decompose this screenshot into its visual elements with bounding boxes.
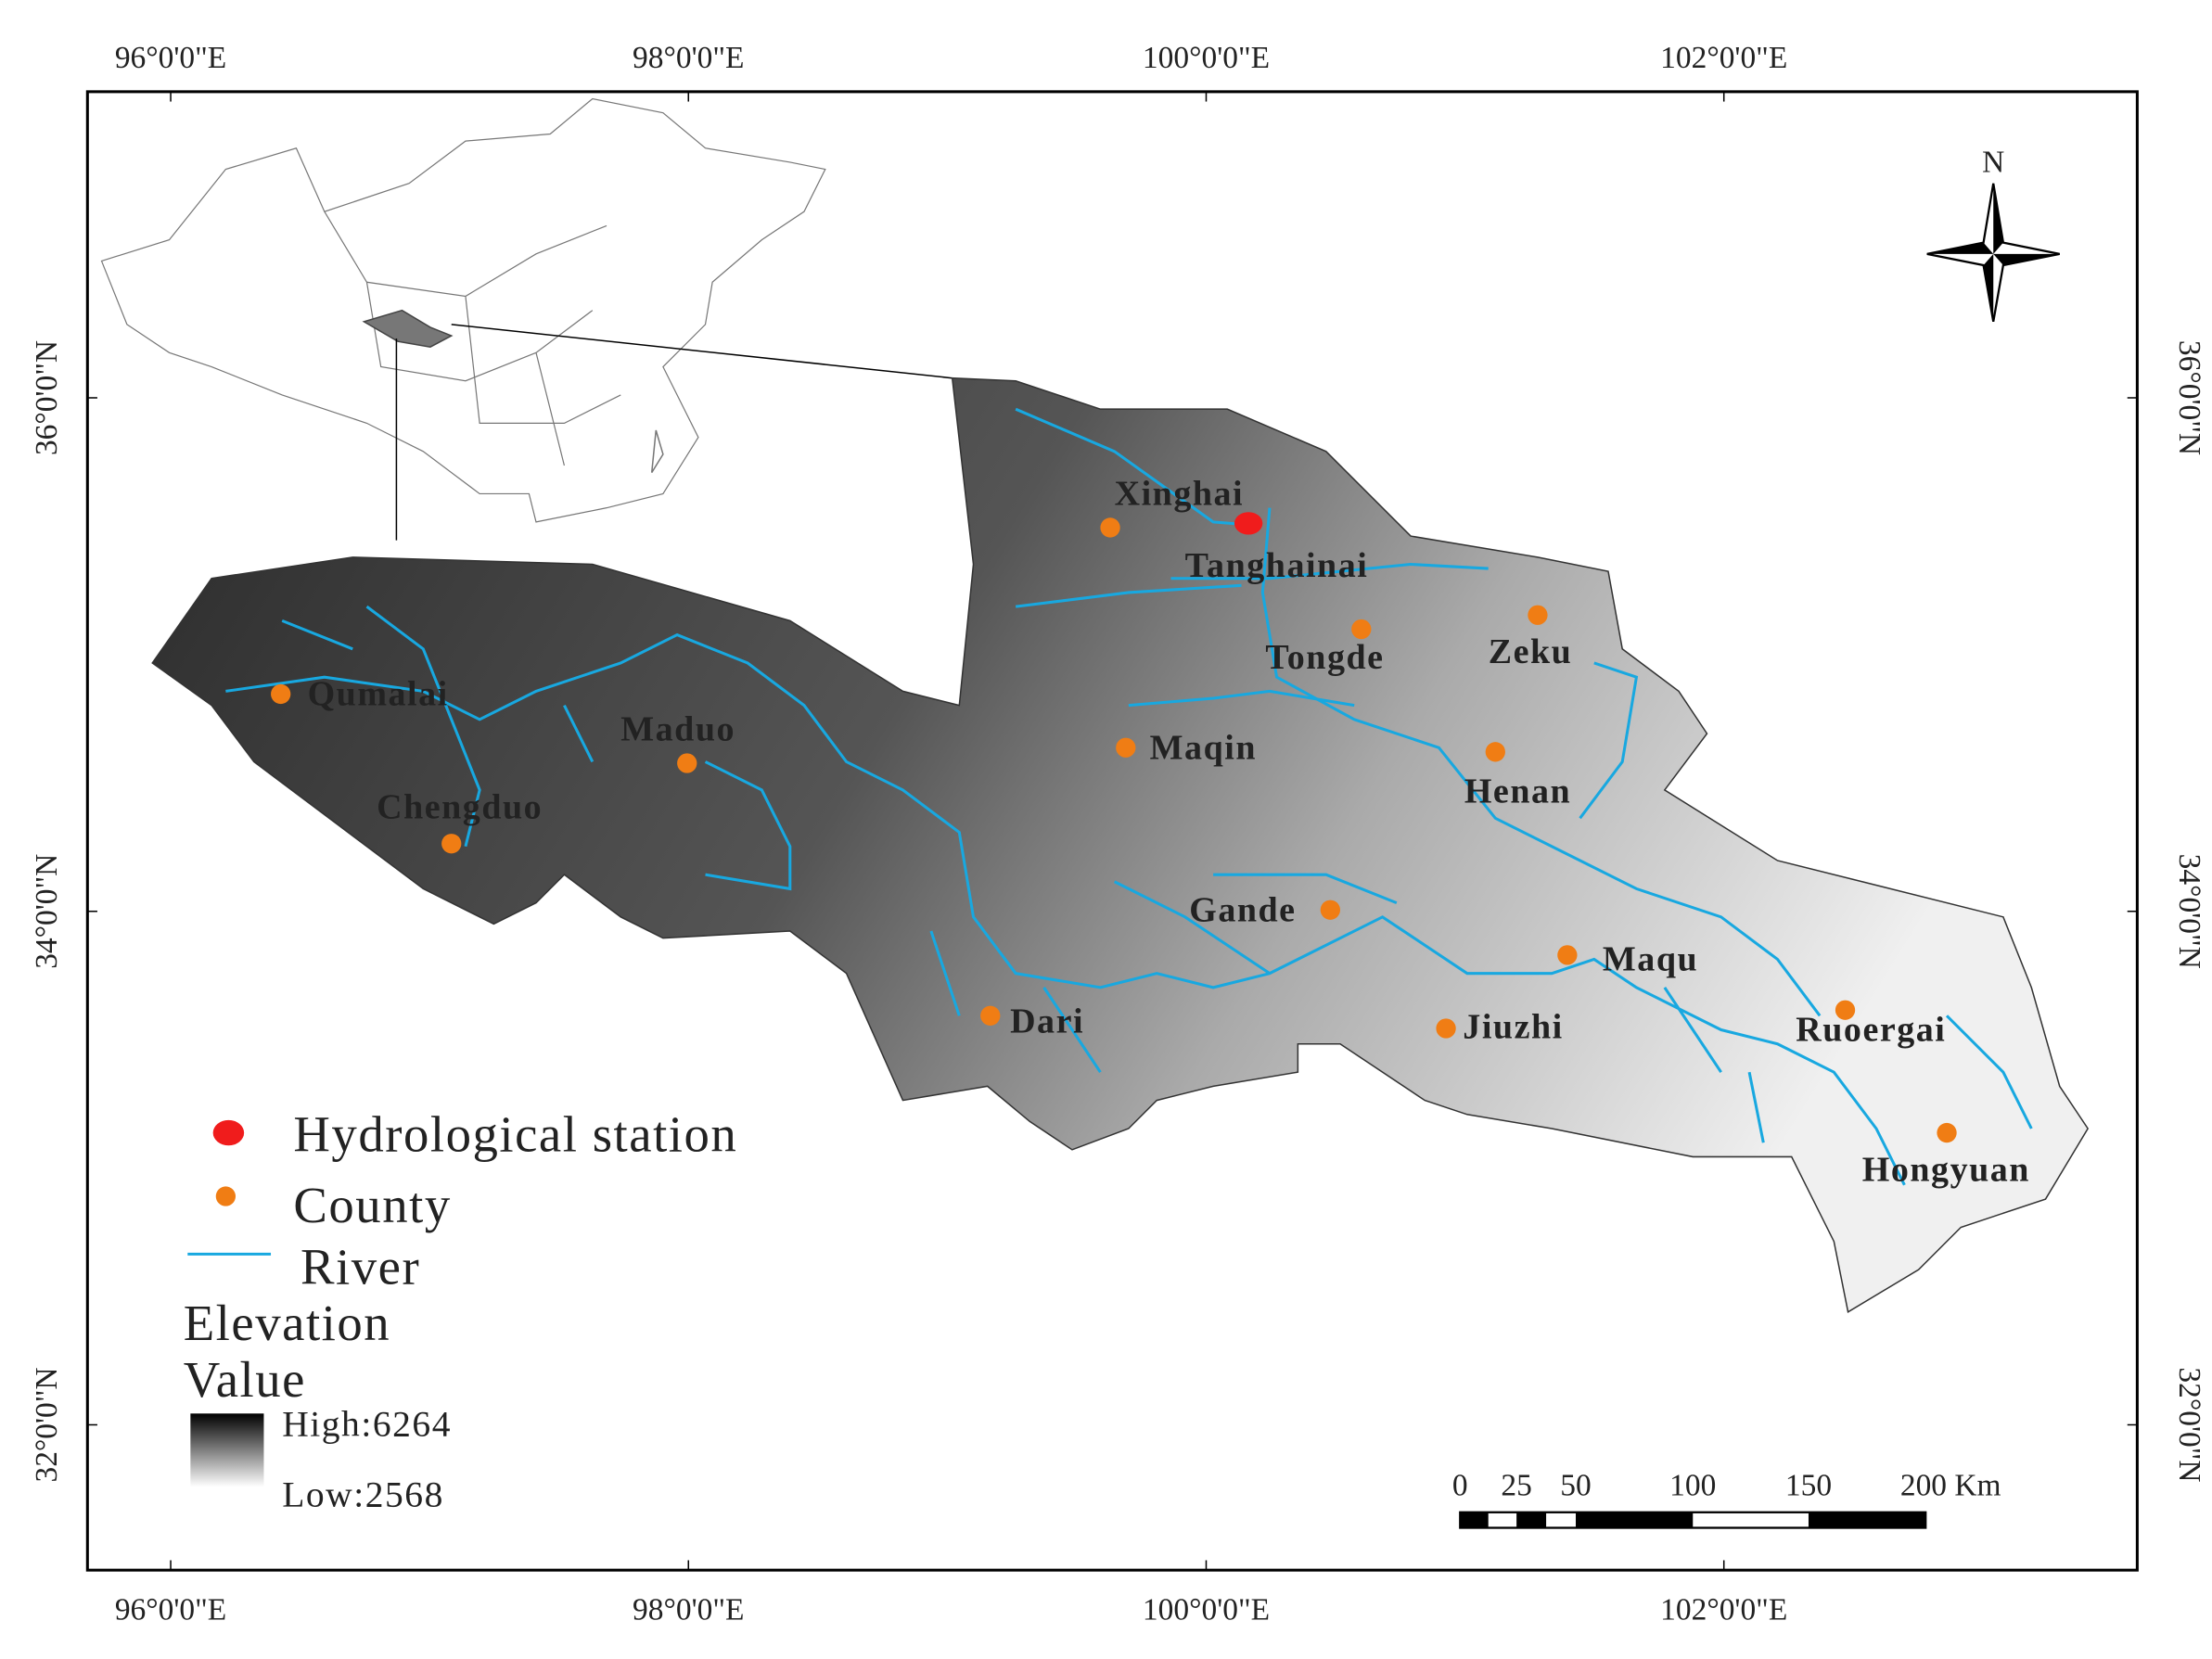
- county-label: Tongde: [1265, 638, 1384, 677]
- lat-tick-label: 34°0'0"N: [2172, 854, 2206, 969]
- county-point: [1436, 1018, 1456, 1039]
- county-label: Gande: [1189, 890, 1296, 929]
- legend-station-symbol: [212, 1119, 245, 1146]
- county-label: Zeku: [1489, 632, 1573, 671]
- lon-tick-label: 102°0'0"E: [1660, 1592, 1787, 1627]
- lon-tick-label: 98°0'0"E: [633, 1592, 744, 1627]
- north-label: N: [1982, 146, 2004, 180]
- lat-tick-label: 36°0'0"N: [30, 340, 64, 455]
- elevation-ramp: [190, 1413, 264, 1487]
- lon-tick-label: 100°0'0"E: [1143, 1592, 1270, 1627]
- lon-tick-label: 98°0'0"E: [633, 41, 744, 75]
- county-point: [1485, 742, 1505, 762]
- county-label: Chengduo: [377, 787, 543, 826]
- legend-elevation-title: Elevation: [184, 1295, 390, 1351]
- legend: Hydrological station County River Elevat…: [184, 1106, 737, 1515]
- legend-river: River: [300, 1239, 420, 1295]
- county-label: Qumalai: [308, 675, 449, 714]
- scale-label: 200 Km: [1900, 1469, 2001, 1503]
- inset-map: [100, 97, 953, 541]
- county-point: [271, 683, 291, 705]
- legend-station: Hydrological station: [293, 1106, 737, 1163]
- north-arrow: N: [1926, 146, 2060, 323]
- county-label: Henan: [1464, 772, 1571, 811]
- legend-county-symbol: [215, 1186, 237, 1206]
- ticks: 96°0'0"E 96°0'0"E 98°0'0"E 98°0'0"E 100°0'0"…: [30, 41, 2206, 1627]
- county-point: [441, 834, 462, 854]
- station-label: Tanghainai: [1185, 546, 1369, 585]
- lat-tick-label: 34°0'0"N: [30, 854, 64, 969]
- scale-label: 25: [1501, 1469, 1531, 1503]
- county-point: [1835, 1000, 1856, 1020]
- station-point: [1234, 512, 1263, 535]
- legend-low: Low:2568: [282, 1474, 444, 1515]
- rivers: [225, 407, 2033, 1186]
- scale-bar: 0 25 50 100 150 200 Km: [1452, 1469, 2001, 1529]
- county-point: [980, 1005, 1001, 1026]
- lon-tick-label: 96°0'0"E: [115, 1592, 226, 1627]
- scale-label: 50: [1560, 1469, 1591, 1503]
- basin: [151, 376, 2090, 1313]
- county-label: Ruoergai: [1796, 1011, 1946, 1050]
- county-point: [1116, 737, 1136, 758]
- county-point: [1937, 1122, 1957, 1143]
- places: Qumalai Maduo Chengduo Maqin Xinghai Tongde Ze…: [271, 475, 2030, 1189]
- lon-tick-label: 100°0'0"E: [1143, 41, 1270, 75]
- scale-label: 150: [1785, 1469, 1832, 1503]
- county-point: [677, 753, 697, 773]
- county-label: Xinghai: [1115, 475, 1245, 514]
- county-point: [1528, 605, 1548, 625]
- county-point: [1557, 945, 1578, 965]
- county-point: [1351, 619, 1372, 640]
- county-label: Dari: [1010, 1002, 1084, 1041]
- county-label: Maduo: [620, 710, 735, 749]
- lat-tick-label: 32°0'0"N: [2172, 1367, 2206, 1482]
- county-point: [1320, 900, 1340, 920]
- lon-tick-label: 102°0'0"E: [1660, 41, 1787, 75]
- county-label: Maqin: [1150, 728, 1257, 767]
- legend-elevation-title: Value: [184, 1351, 306, 1408]
- county-point: [1100, 517, 1120, 538]
- legend-high: High:6264: [282, 1404, 452, 1445]
- county-label: Maqu: [1603, 940, 1698, 979]
- lon-tick-label: 96°0'0"E: [115, 41, 226, 75]
- county-label: Hongyuan: [1862, 1150, 2030, 1189]
- scale-label: 0: [1452, 1469, 1468, 1503]
- lat-tick-label: 36°0'0"N: [2172, 340, 2206, 455]
- county-label: Jiuzhi: [1463, 1008, 1563, 1047]
- scale-label: 100: [1669, 1469, 1716, 1503]
- legend-county: County: [293, 1177, 451, 1233]
- lat-tick-label: 32°0'0"N: [30, 1367, 64, 1482]
